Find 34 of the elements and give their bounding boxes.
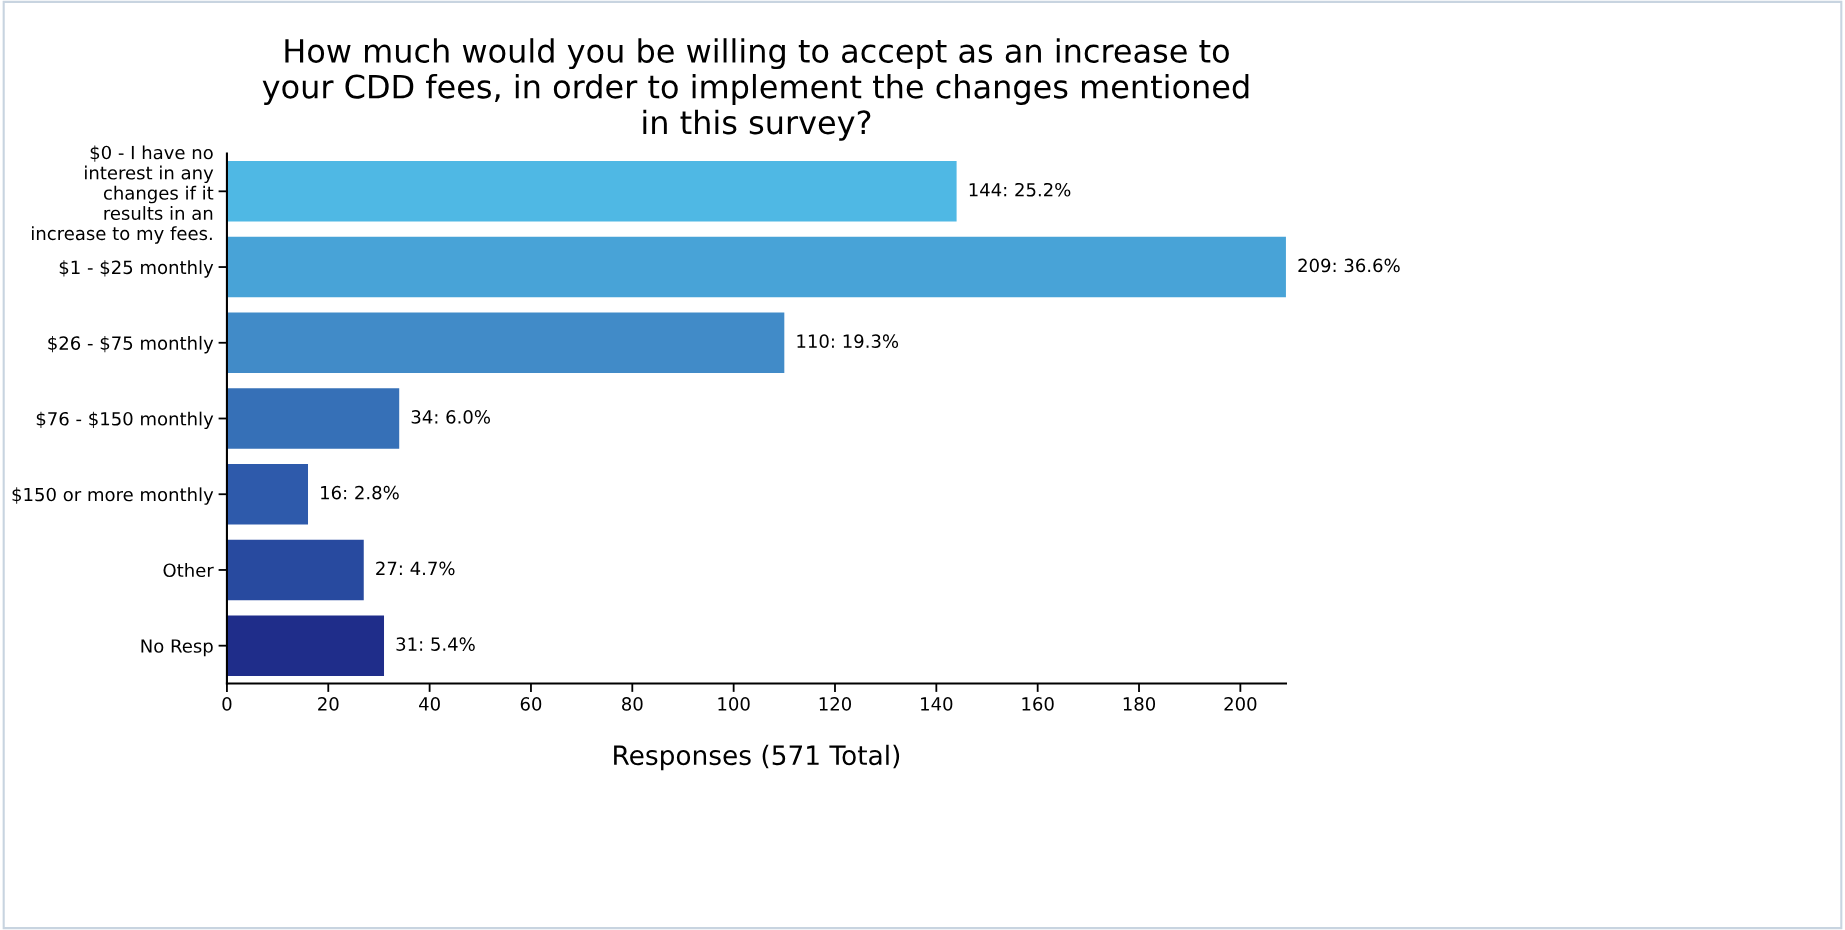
x-tick-label: 60 [520,697,542,711]
y-tick-label: $0 - I have no interest in any changes if it results in an increase to my fees. [32,145,214,244]
bar [226,539,364,601]
chart-title: How much would you be willing to accept as an increase to your CDD fees, in order to implement the changes mentioned in this survey? [262,38,1249,141]
data-label: 144: 25.2% [969,182,1071,197]
bar [226,161,957,222]
x-tick-label: 0 [222,697,232,711]
x-tick-label: 20 [318,697,339,711]
data-label: 209: 36.6% [1298,258,1400,273]
x-tick-label: 140 [921,697,953,711]
x-tick-label: 180 [1123,697,1156,711]
y-tick-label: $76 - $150 monthly [36,411,214,430]
y-tick-label: $26 - $75 monthly [48,335,214,354]
y-tick-label: $1 - $25 monthly [59,260,214,278]
y-tick-label: $150 or more monthly [12,487,214,505]
y-tick-label: No Resp [141,639,213,657]
x-tick-label: 80 [622,697,643,711]
bar [226,463,309,525]
x-tick-label: 100 [718,697,750,711]
data-label: 110: 19.3% [797,334,899,349]
y-tick-label: Other [163,563,214,578]
bar [226,615,385,676]
x-tick-label: 200 [1224,697,1257,711]
x-tick-label: 40 [419,697,440,711]
data-label: 34: 6.0% [411,410,490,424]
data-label: 16: 2.8% [321,485,399,500]
x-axis-title: Responses (571 Total) [614,744,900,771]
data-label: 27: 4.7% [376,561,455,576]
bar [226,236,1286,298]
bar [226,388,400,449]
x-tick-label: 120 [819,697,852,711]
data-label: 31: 5.4% [396,637,475,651]
x-tick-label: 160 [1022,697,1054,711]
bar [226,312,785,374]
